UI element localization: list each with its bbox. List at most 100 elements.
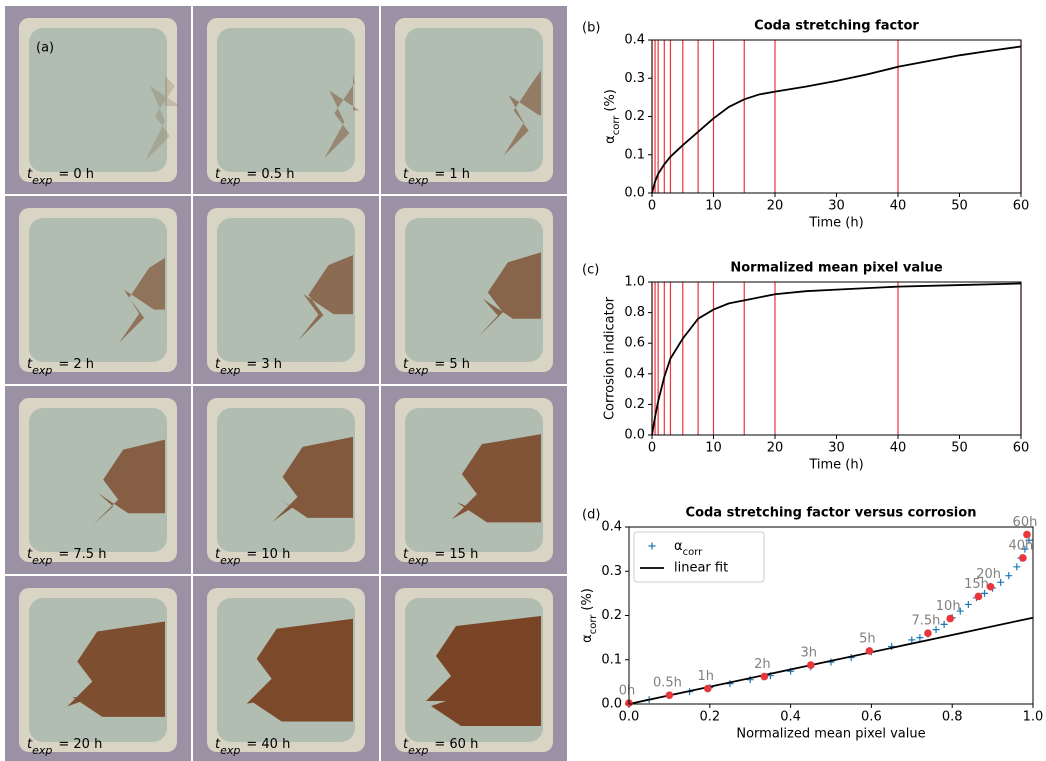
y-tick-label: 0.1 xyxy=(601,652,622,667)
point-label: 2h xyxy=(754,657,771,672)
y-tick-label: 0.3 xyxy=(624,71,645,86)
chart: Normalized mean pixel value (c) 0 10 20 30 40 5… xyxy=(582,261,1029,473)
data-line xyxy=(651,45,1022,194)
caption-subscript: exp xyxy=(220,554,240,567)
point-label: 5h xyxy=(859,631,876,646)
symbol: α xyxy=(674,539,683,554)
unit: (%) xyxy=(603,89,618,112)
caption-symbol: t xyxy=(215,737,221,752)
scatter-point xyxy=(916,634,924,642)
highlight-point xyxy=(924,629,932,637)
caption-symbol: t xyxy=(215,167,221,182)
data-line xyxy=(628,616,1034,705)
photo-caption: texp = 5 h xyxy=(403,357,470,377)
x-tick-label: 0.2 xyxy=(699,710,720,725)
caption-subscript: exp xyxy=(32,364,52,377)
subscript: corr xyxy=(683,547,704,558)
photo: texp = 0 h xyxy=(5,6,191,194)
caption-subscript: exp xyxy=(32,744,52,757)
caption-symbol: t xyxy=(27,167,33,182)
x-tick-label: 0 xyxy=(648,199,656,214)
plot-frame xyxy=(628,526,1034,705)
highlight-point xyxy=(760,672,769,681)
photo-water xyxy=(405,218,543,362)
scatter-point xyxy=(932,626,940,634)
rust-area xyxy=(246,618,353,722)
rust-area xyxy=(272,436,353,522)
highlight-point xyxy=(974,592,983,601)
caption-text: = 60 h xyxy=(434,737,478,752)
photo: texp = 0.5 h xyxy=(193,6,379,194)
photo-caption: texp = 1 h xyxy=(403,167,470,187)
x-tick-label: 10 xyxy=(705,441,722,456)
scatter-point xyxy=(1005,572,1013,580)
panel-label: (c) xyxy=(582,263,599,278)
highlight-point xyxy=(946,614,954,623)
data-line xyxy=(651,282,1022,436)
x-tick-label: 40 xyxy=(890,441,907,456)
y-tick-label: 0.2 xyxy=(624,397,645,412)
photo: texp = 1 h xyxy=(381,6,567,194)
caption-subscript: exp xyxy=(408,744,428,757)
y-tick-label: 0.0 xyxy=(624,428,645,443)
highlight-point xyxy=(807,661,815,669)
scatter-point xyxy=(940,620,948,628)
photo-caption: texp = 0 h xyxy=(27,167,94,187)
caption-symbol: t xyxy=(27,547,33,562)
caption-text: = 5 h xyxy=(434,357,470,372)
x-tick-label: 0.6 xyxy=(861,710,882,725)
y-tick-label: 0.3 xyxy=(601,564,622,579)
legend-label: linear fit xyxy=(674,561,728,576)
photo: texp = 15 h xyxy=(381,386,567,574)
rust-area xyxy=(67,621,165,717)
y-tick-label: 0.4 xyxy=(601,520,622,535)
y-tick-label: 0.0 xyxy=(601,697,622,712)
highlight-point xyxy=(1019,554,1027,562)
caption-symbol: t xyxy=(27,357,33,372)
y-tick-label: 0.0 xyxy=(624,186,645,201)
x-tick-label: 50 xyxy=(951,199,968,214)
y-tick-label: 0.2 xyxy=(601,608,622,623)
photo-water xyxy=(29,408,167,552)
highlight-point xyxy=(865,647,874,655)
plot-frame xyxy=(651,281,1022,436)
x-axis-label: Time (h) xyxy=(808,216,863,231)
photo-caption: texp = 0.5 h xyxy=(215,167,294,187)
point-label: 40h xyxy=(1009,538,1034,553)
x-tick-label: 50 xyxy=(951,441,968,456)
photo: texp = 20 h xyxy=(5,576,191,761)
scatter-point xyxy=(981,589,989,597)
photo-caption: texp = 15 h xyxy=(403,547,478,567)
photo-water xyxy=(405,28,543,172)
x-tick-label: 0.4 xyxy=(780,710,801,725)
point-label: 0h xyxy=(619,684,636,699)
scatter-point xyxy=(956,607,964,615)
highlight-point xyxy=(1023,530,1031,539)
y-tick-label: 0.4 xyxy=(624,366,645,381)
y-tick-label: 0.2 xyxy=(624,109,645,124)
highlight-point xyxy=(665,691,674,699)
x-tick-label: 10 xyxy=(705,199,722,214)
caption-symbol: t xyxy=(403,737,409,752)
rust-area xyxy=(119,257,165,343)
caption-text: = 20 h xyxy=(58,737,102,752)
photo: texp = 7.5 h xyxy=(5,386,191,574)
scatter-point xyxy=(908,636,916,644)
x-tick-label: 40 xyxy=(890,199,907,214)
scatter-point xyxy=(1025,536,1033,544)
rust-area xyxy=(93,439,165,525)
x-tick-label: 20 xyxy=(767,199,784,214)
chart: Coda stretching factor (b) 0 10 20 30 40 50 60 0.… xyxy=(582,19,1029,231)
x-tick-label: 60 xyxy=(1013,441,1030,456)
photo: texp = 2 h xyxy=(5,196,191,384)
caption-subscript: exp xyxy=(32,554,52,567)
chart-title: Coda stretching factor xyxy=(754,19,919,34)
symbol: α xyxy=(580,634,595,643)
caption-symbol: t xyxy=(403,547,409,562)
y-tick-label: 0.8 xyxy=(624,305,645,320)
scatter-point xyxy=(1021,545,1029,553)
symbol: α xyxy=(603,135,618,144)
panel-label: (b) xyxy=(582,21,600,36)
